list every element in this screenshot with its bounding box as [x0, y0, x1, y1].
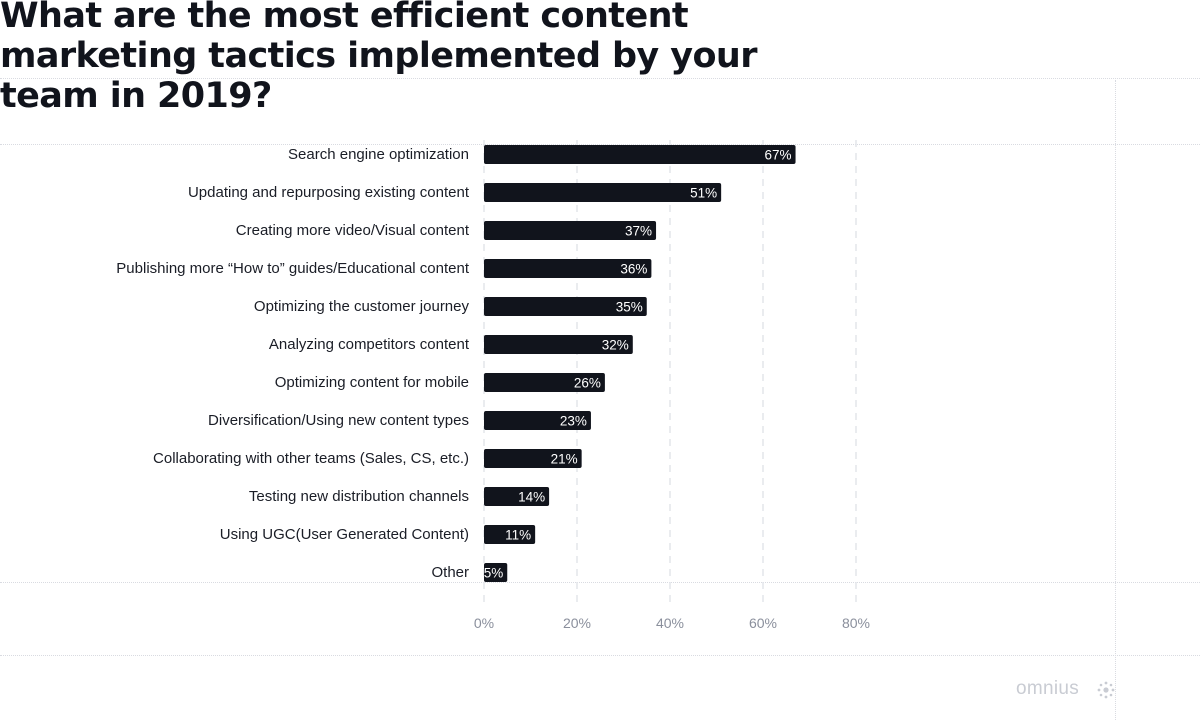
frame-line — [1115, 80, 1116, 720]
bar — [484, 411, 591, 430]
value-label: 23% — [560, 414, 587, 429]
category-label: Creating more video/Visual content — [236, 222, 470, 239]
frame-line — [0, 78, 1200, 79]
value-label: 37% — [625, 224, 652, 239]
bar — [484, 563, 508, 582]
value-label: 35% — [616, 300, 643, 315]
value-label: 67% — [765, 148, 792, 163]
x-tick-label: 60% — [749, 615, 777, 631]
x-tick-label: 80% — [842, 615, 870, 631]
category-label: Updating and repurposing existing conten… — [188, 184, 470, 201]
value-label: 26% — [574, 376, 601, 391]
frame-line — [0, 144, 1200, 145]
bar — [484, 449, 582, 468]
sun-dots-icon — [1097, 681, 1115, 699]
bar — [484, 335, 633, 354]
category-label: Other — [431, 564, 469, 581]
bar — [484, 487, 550, 506]
chart-title: What are the most efficient content mark… — [0, 0, 757, 116]
value-label: 51% — [690, 186, 717, 201]
bar — [484, 183, 722, 202]
value-label: 11% — [505, 528, 531, 543]
brand-logo: omnius — [1016, 678, 1080, 699]
bar — [484, 297, 647, 316]
category-label: Collaborating with other teams (Sales, C… — [153, 450, 469, 467]
category-label: Diversification/Using new content types — [208, 412, 469, 429]
category-label: Publishing more “How to” guides/Educatio… — [116, 260, 470, 277]
category-label: Using UGC(User Generated Content) — [220, 526, 469, 543]
x-tick-label: 0% — [474, 615, 494, 631]
value-label: 36% — [620, 262, 647, 277]
category-label: Testing new distribution channels — [249, 488, 469, 505]
value-label: 21% — [551, 452, 578, 467]
frame-line — [0, 655, 1200, 656]
category-label: Optimizing content for mobile — [275, 374, 469, 391]
bar — [484, 259, 652, 278]
value-label: 32% — [602, 338, 629, 353]
category-label: Optimizing the customer journey — [254, 298, 470, 315]
bar — [484, 373, 605, 392]
value-label: 5% — [484, 566, 504, 581]
frame-line — [0, 582, 1200, 583]
value-label: 14% — [518, 490, 545, 505]
x-tick-label: 20% — [563, 615, 591, 631]
category-label: Search engine optimization — [288, 146, 469, 163]
bar — [484, 221, 657, 240]
bar — [484, 525, 536, 544]
x-tick-label: 40% — [656, 615, 684, 631]
bar — [484, 145, 796, 164]
category-label: Analyzing competitors content — [269, 336, 470, 353]
